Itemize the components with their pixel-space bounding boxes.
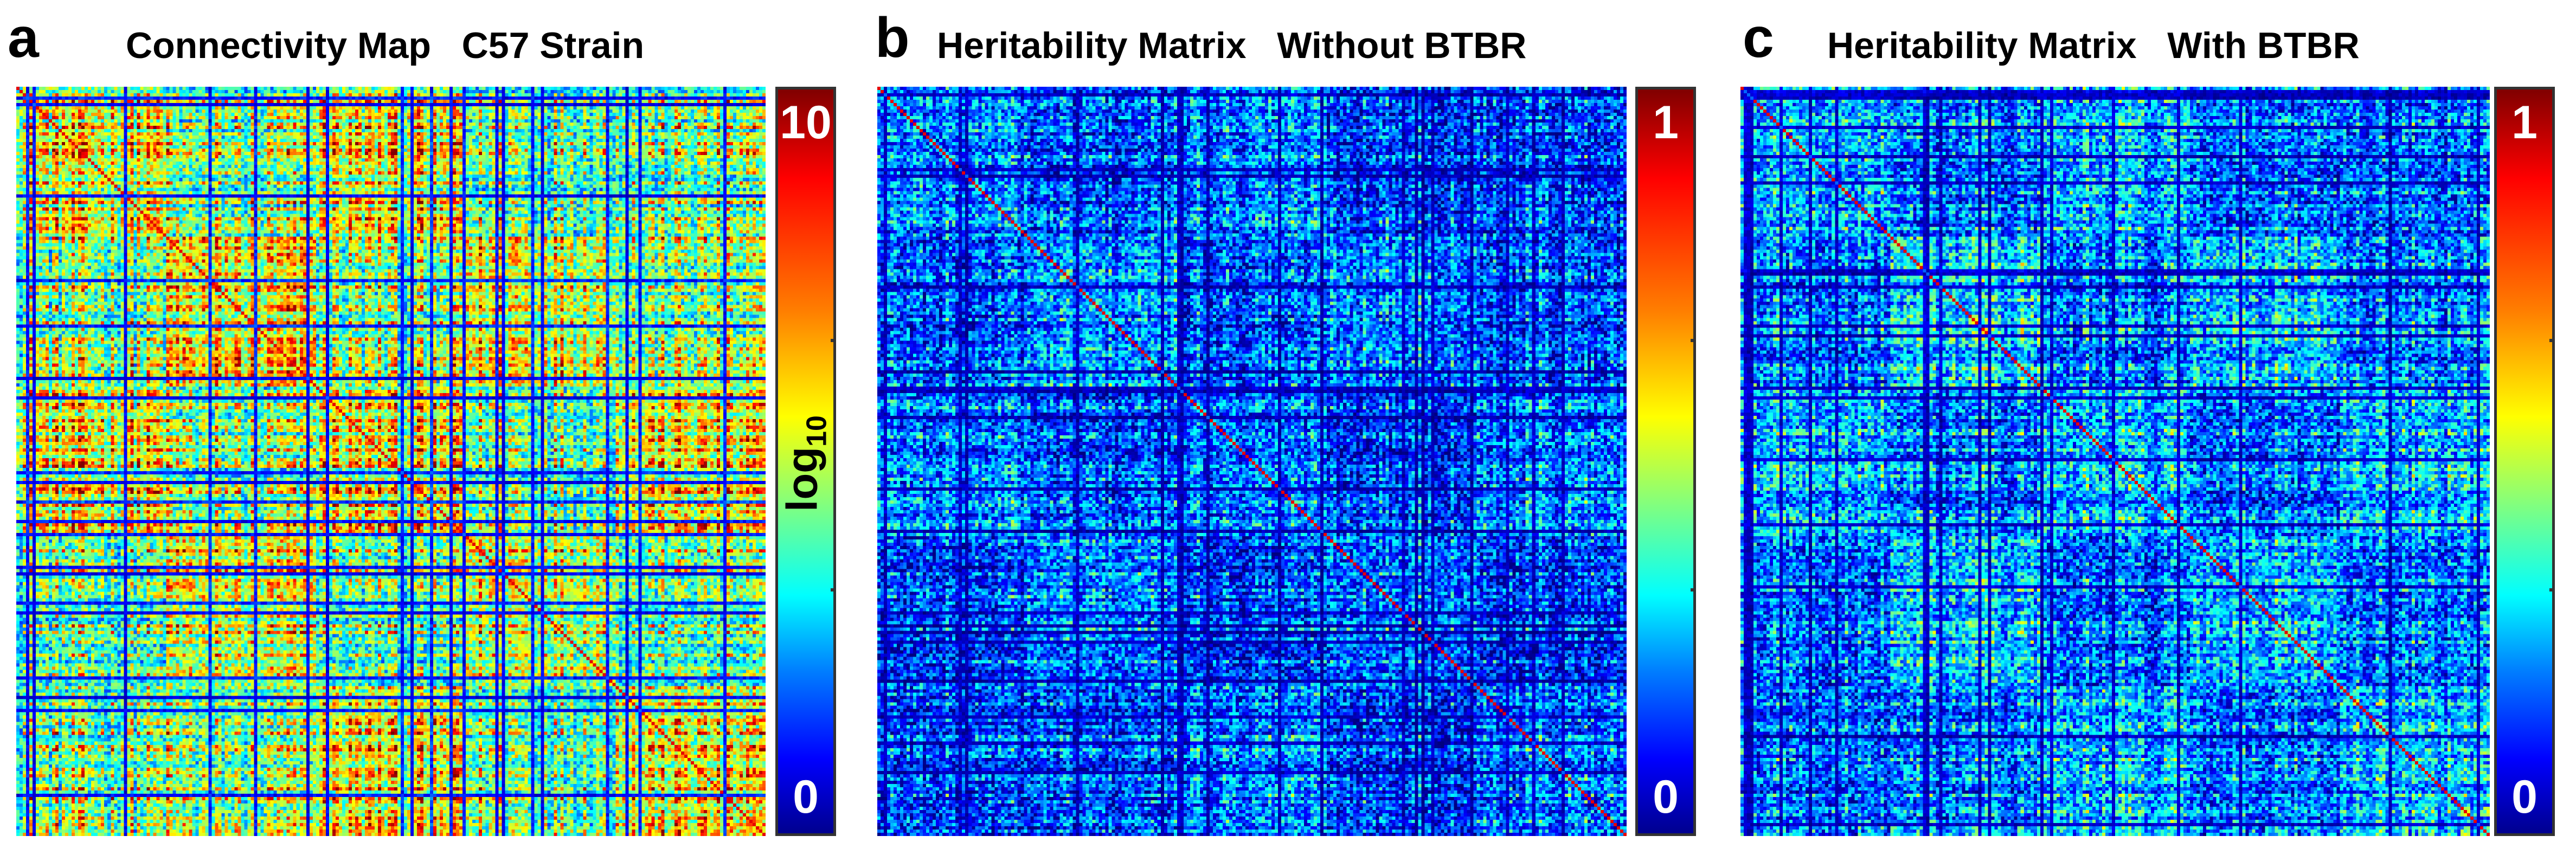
panel-title: Connectivity Map C57 Strain (126, 25, 644, 66)
colorbar-unit-base: log (778, 446, 826, 512)
colorbar-tick (1691, 588, 1696, 592)
colorbar-tick (1691, 339, 1696, 342)
panel-title: Heritability Matrix Without BTBR (937, 25, 1527, 66)
colorbar-tick (2549, 339, 2555, 342)
colorbar: 10 log10 0 (775, 87, 836, 836)
panel-letter: c (1743, 7, 1774, 69)
colorbar: 1 0 (2494, 87, 2555, 836)
colorbar-tick (831, 588, 836, 592)
colorbar-min-label: 0 (793, 771, 819, 823)
heritability-heatmap-with-btbr (1740, 87, 2490, 836)
colorbar-max-label: 1 (2511, 97, 2538, 149)
panel-a: a Connectivity Map C57 Strain 10 log10 0 (0, 0, 846, 855)
colorbar-max-label: 10 (780, 97, 832, 149)
panel-c: c Heritability Matrix With BTBR 1 0 (1719, 0, 2565, 855)
colorbar-unit-label: log10 (778, 415, 833, 512)
colorbar-tick (831, 339, 836, 342)
panel-letter: a (8, 7, 39, 69)
colorbar: 1 0 (1635, 87, 1696, 836)
colorbar-unit-subscript: 10 (801, 415, 833, 447)
colorbar-max-label: 1 (1653, 97, 1679, 149)
colorbar-min-label: 0 (2511, 771, 2538, 823)
panel-title: Heritability Matrix With BTBR (1827, 25, 2360, 66)
connectivity-heatmap (16, 87, 766, 836)
heritability-heatmap-without-btbr (877, 87, 1627, 836)
colorbar-min-label: 0 (1653, 771, 1679, 823)
panel-b: b Heritability Matrix Without BTBR 1 0 (860, 0, 1706, 855)
panel-letter: b (875, 7, 910, 69)
colorbar-tick (2549, 588, 2555, 592)
